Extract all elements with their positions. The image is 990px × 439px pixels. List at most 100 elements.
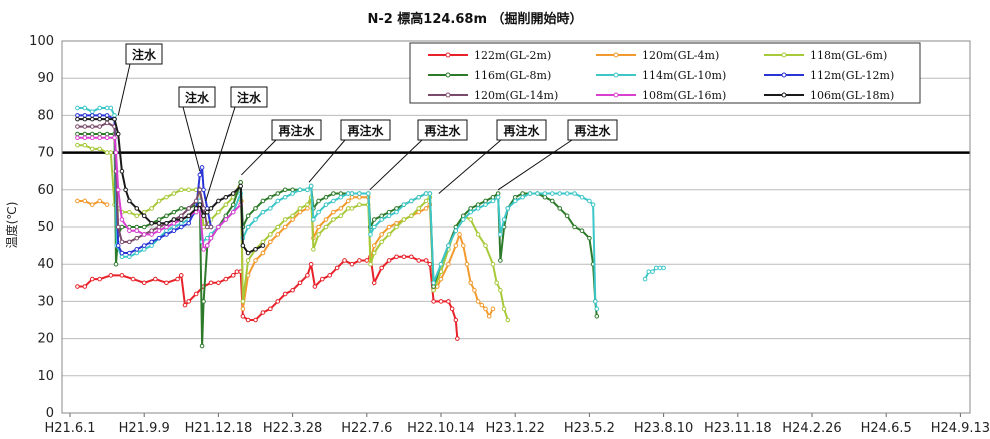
- data-point: [197, 172, 203, 178]
- x-tick-label: H22.3.28: [263, 421, 322, 436]
- data-point: [119, 217, 125, 222]
- annotation-box: [340, 119, 391, 141]
- data-point: [357, 194, 362, 200]
- data-point: [97, 131, 102, 137]
- data-point: [253, 258, 258, 263]
- legend-label: 116m(GL-8m): [474, 69, 551, 82]
- data-point: [386, 258, 392, 263]
- data-point: [216, 198, 221, 204]
- data-point: [275, 224, 281, 230]
- data-point: [268, 232, 273, 237]
- data-point: [199, 343, 205, 349]
- data-point: [427, 191, 433, 196]
- data-point: [282, 187, 288, 193]
- data-point: [438, 276, 444, 282]
- data-point: [104, 150, 110, 155]
- data-point: [464, 261, 470, 267]
- data-point: [104, 135, 110, 141]
- data-point: [104, 131, 110, 137]
- data-point: [282, 291, 288, 297]
- data-point: [112, 113, 117, 118]
- data-point: [331, 209, 336, 215]
- data-point: [75, 198, 80, 204]
- data-point: [311, 217, 316, 222]
- data-point: [587, 198, 592, 204]
- data-point: [475, 232, 481, 237]
- data-point: [323, 194, 329, 200]
- data-point: [149, 239, 154, 245]
- y-tick-label: 10: [37, 369, 54, 384]
- data-point: [223, 202, 229, 207]
- data-point: [349, 191, 355, 196]
- series-6: [642, 265, 666, 282]
- data-point: [364, 258, 370, 263]
- data-point: [494, 280, 499, 286]
- data-point: [527, 191, 533, 196]
- data-point: [268, 239, 273, 245]
- data-point: [646, 269, 652, 274]
- data-point: [113, 150, 119, 155]
- x-tick-label: H24.6.5: [861, 421, 912, 436]
- data-point: [75, 142, 80, 148]
- data-point: [345, 206, 351, 211]
- data-point: [164, 194, 169, 200]
- data-point: [401, 217, 407, 222]
- data-point: [156, 217, 162, 222]
- data-point: [82, 124, 88, 129]
- y-tick-label: 70: [37, 146, 54, 161]
- data-point: [564, 191, 570, 196]
- data-point: [379, 217, 384, 222]
- data-point: [193, 291, 199, 297]
- data-point: [564, 213, 570, 219]
- data-point: [134, 228, 140, 234]
- data-point: [171, 220, 177, 226]
- data-point: [186, 220, 192, 226]
- data-point: [82, 142, 88, 148]
- data-point: [490, 198, 496, 204]
- data-point: [204, 209, 210, 215]
- data-point: [89, 124, 95, 129]
- data-point: [108, 150, 114, 155]
- x-tick-label: H23.1.22: [485, 421, 544, 436]
- data-point: [449, 306, 455, 312]
- data-point: [216, 280, 221, 286]
- data-point: [260, 243, 266, 248]
- legend-label: 120m(GL-14m): [474, 89, 558, 102]
- data-point: [97, 276, 102, 282]
- data-point: [230, 273, 236, 278]
- data-point: [327, 273, 333, 278]
- data-point: [512, 198, 518, 204]
- x-tick-label: H21.9.9: [119, 421, 170, 436]
- data-point: [204, 235, 210, 241]
- legend-label: 112m(GL-12m): [810, 69, 894, 82]
- data-point: [460, 243, 466, 248]
- data-point: [127, 198, 132, 204]
- y-tick-label: 90: [37, 71, 54, 86]
- legend-marker: [445, 52, 451, 58]
- data-point: [234, 269, 240, 274]
- data-point: [475, 202, 481, 207]
- data-point: [579, 194, 585, 200]
- data-point: [323, 224, 329, 230]
- data-point: [505, 206, 511, 211]
- data-point: [368, 261, 373, 267]
- data-point: [216, 224, 221, 230]
- data-point: [82, 135, 88, 141]
- data-point: [141, 243, 147, 248]
- legend-marker: [781, 52, 787, 58]
- data-point: [349, 206, 355, 211]
- data-point: [550, 191, 555, 196]
- data-point: [453, 243, 459, 248]
- data-point: [590, 202, 596, 207]
- legend-label: 108m(GL-16m): [642, 89, 726, 102]
- annotation-label: 再注水: [278, 123, 315, 138]
- data-point: [416, 206, 422, 211]
- data-point: [119, 273, 125, 278]
- data-point: [97, 124, 102, 129]
- legend-label: 122m(GL-2m): [474, 49, 551, 62]
- annotation-leader: [182, 106, 201, 172]
- data-point: [446, 261, 451, 267]
- x-tick-label: H21.6.1: [44, 421, 95, 436]
- data-point: [423, 198, 429, 204]
- data-point: [89, 276, 95, 282]
